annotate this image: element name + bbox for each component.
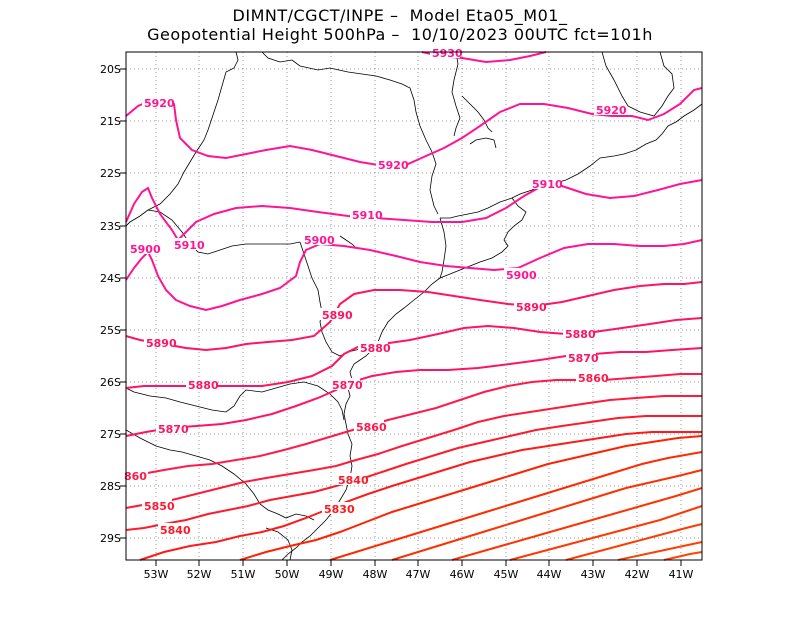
contour-label-5840-center: 5840 xyxy=(338,474,369,487)
contour-5870 xyxy=(125,347,703,437)
contour-label-5910-east: 5910 xyxy=(532,178,563,191)
map-frame xyxy=(125,51,703,561)
contour-5820 xyxy=(239,435,703,561)
contour-label-5830: 5830 xyxy=(324,503,355,516)
contour-label-5880-east: 5880 xyxy=(565,328,596,341)
contour-5770 xyxy=(565,523,703,561)
contour-label-5880-center: 5880 xyxy=(360,342,391,355)
contour-label-5860-west: 860 xyxy=(124,470,147,483)
contour-label-5870-east: 5870 xyxy=(568,352,599,365)
map-title-line1: DIMNT/CGCT/INPE – Model Eta05_M01_ xyxy=(232,6,568,25)
contour-5830 xyxy=(139,431,702,561)
contour-label-5910-west: 5910 xyxy=(174,239,205,252)
lon-label: 47W xyxy=(406,568,431,581)
lon-label: 45W xyxy=(494,568,519,581)
contour-label-5920-east: 5920 xyxy=(596,104,627,117)
coastline-and-borders xyxy=(125,51,703,561)
contour-5790 xyxy=(451,487,703,561)
contour-5810 xyxy=(329,451,703,561)
latitude-axis xyxy=(120,68,126,539)
contour-labels: 5930 5920 5920 5920 5910 5910 5910 5900 … xyxy=(124,46,627,537)
lon-label: 48W xyxy=(363,568,388,581)
contour-5910 xyxy=(125,179,703,242)
contour-label-5870-center: 5870 xyxy=(332,379,363,392)
contour-5850 xyxy=(125,395,702,509)
map-title-line2: Geopotential Height 500hPa – 10/10/2023 … xyxy=(147,25,653,44)
contour-label-5890-west: 5890 xyxy=(146,337,177,350)
lat-label: 21S xyxy=(100,115,121,128)
latitude-labels: 20S 21S 22S 23S 24S 25S 26S 27S 28S 29S xyxy=(100,63,121,545)
contour-label-5840-west: 5840 xyxy=(160,524,191,537)
contour-label-5900-west: 5900 xyxy=(130,243,161,256)
lon-label: 46W xyxy=(450,568,475,581)
contour-5900 xyxy=(125,239,703,312)
contour-label-5890-east: 5890 xyxy=(516,301,547,314)
contour-5800 xyxy=(391,469,703,561)
contour-label-5910-center: 5910 xyxy=(352,209,383,222)
contour-5760 xyxy=(617,541,703,561)
lon-label: 52W xyxy=(187,568,212,581)
contour-label-5930: 5930 xyxy=(432,47,463,60)
lat-label: 23S xyxy=(100,220,121,233)
lat-label: 20S xyxy=(100,63,121,76)
geopotential-contours xyxy=(125,51,703,561)
lon-label: 43W xyxy=(581,568,606,581)
contour-label-5860-center: 5860 xyxy=(356,421,387,434)
lat-label: 25S xyxy=(100,324,121,337)
longitude-labels: 53W 52W 51W 50W 49W 48W 47W 46W 45W 44W … xyxy=(144,568,694,581)
lat-label: 29S xyxy=(100,532,121,545)
lon-label: 41W xyxy=(669,568,694,581)
lon-label: 49W xyxy=(319,568,344,581)
contour-label-5900-east: 5900 xyxy=(506,269,537,282)
contour-label-5850: 5850 xyxy=(144,500,175,513)
lat-label: 27S xyxy=(100,428,121,441)
lon-label: 53W xyxy=(144,568,169,581)
contour-5780 xyxy=(509,505,703,561)
lat-label: 26S xyxy=(100,376,121,389)
lat-label: 24S xyxy=(100,272,121,285)
contour-label-5890-center: 5890 xyxy=(322,309,353,322)
contour-label-5920-west: 5920 xyxy=(144,97,175,110)
contour-label-5920-center: 5920 xyxy=(378,159,409,172)
longitude-axis xyxy=(155,560,682,566)
contour-5750 xyxy=(663,551,703,561)
lat-label: 28S xyxy=(100,480,121,493)
graticule-grid xyxy=(126,52,702,560)
contour-label-5870-west: 5870 xyxy=(158,423,189,436)
contour-5890 xyxy=(125,281,703,352)
lon-label: 42W xyxy=(625,568,650,581)
contour-label-5880-west: 5880 xyxy=(188,379,219,392)
lon-label: 44W xyxy=(537,568,562,581)
lat-label: 22S xyxy=(100,167,121,180)
contour-5840 xyxy=(125,415,702,531)
contour-label-5900-center: 5900 xyxy=(304,234,335,247)
lon-label: 51W xyxy=(231,568,256,581)
contour-label-5860-east: 5860 xyxy=(578,372,609,385)
lon-label: 50W xyxy=(275,568,300,581)
